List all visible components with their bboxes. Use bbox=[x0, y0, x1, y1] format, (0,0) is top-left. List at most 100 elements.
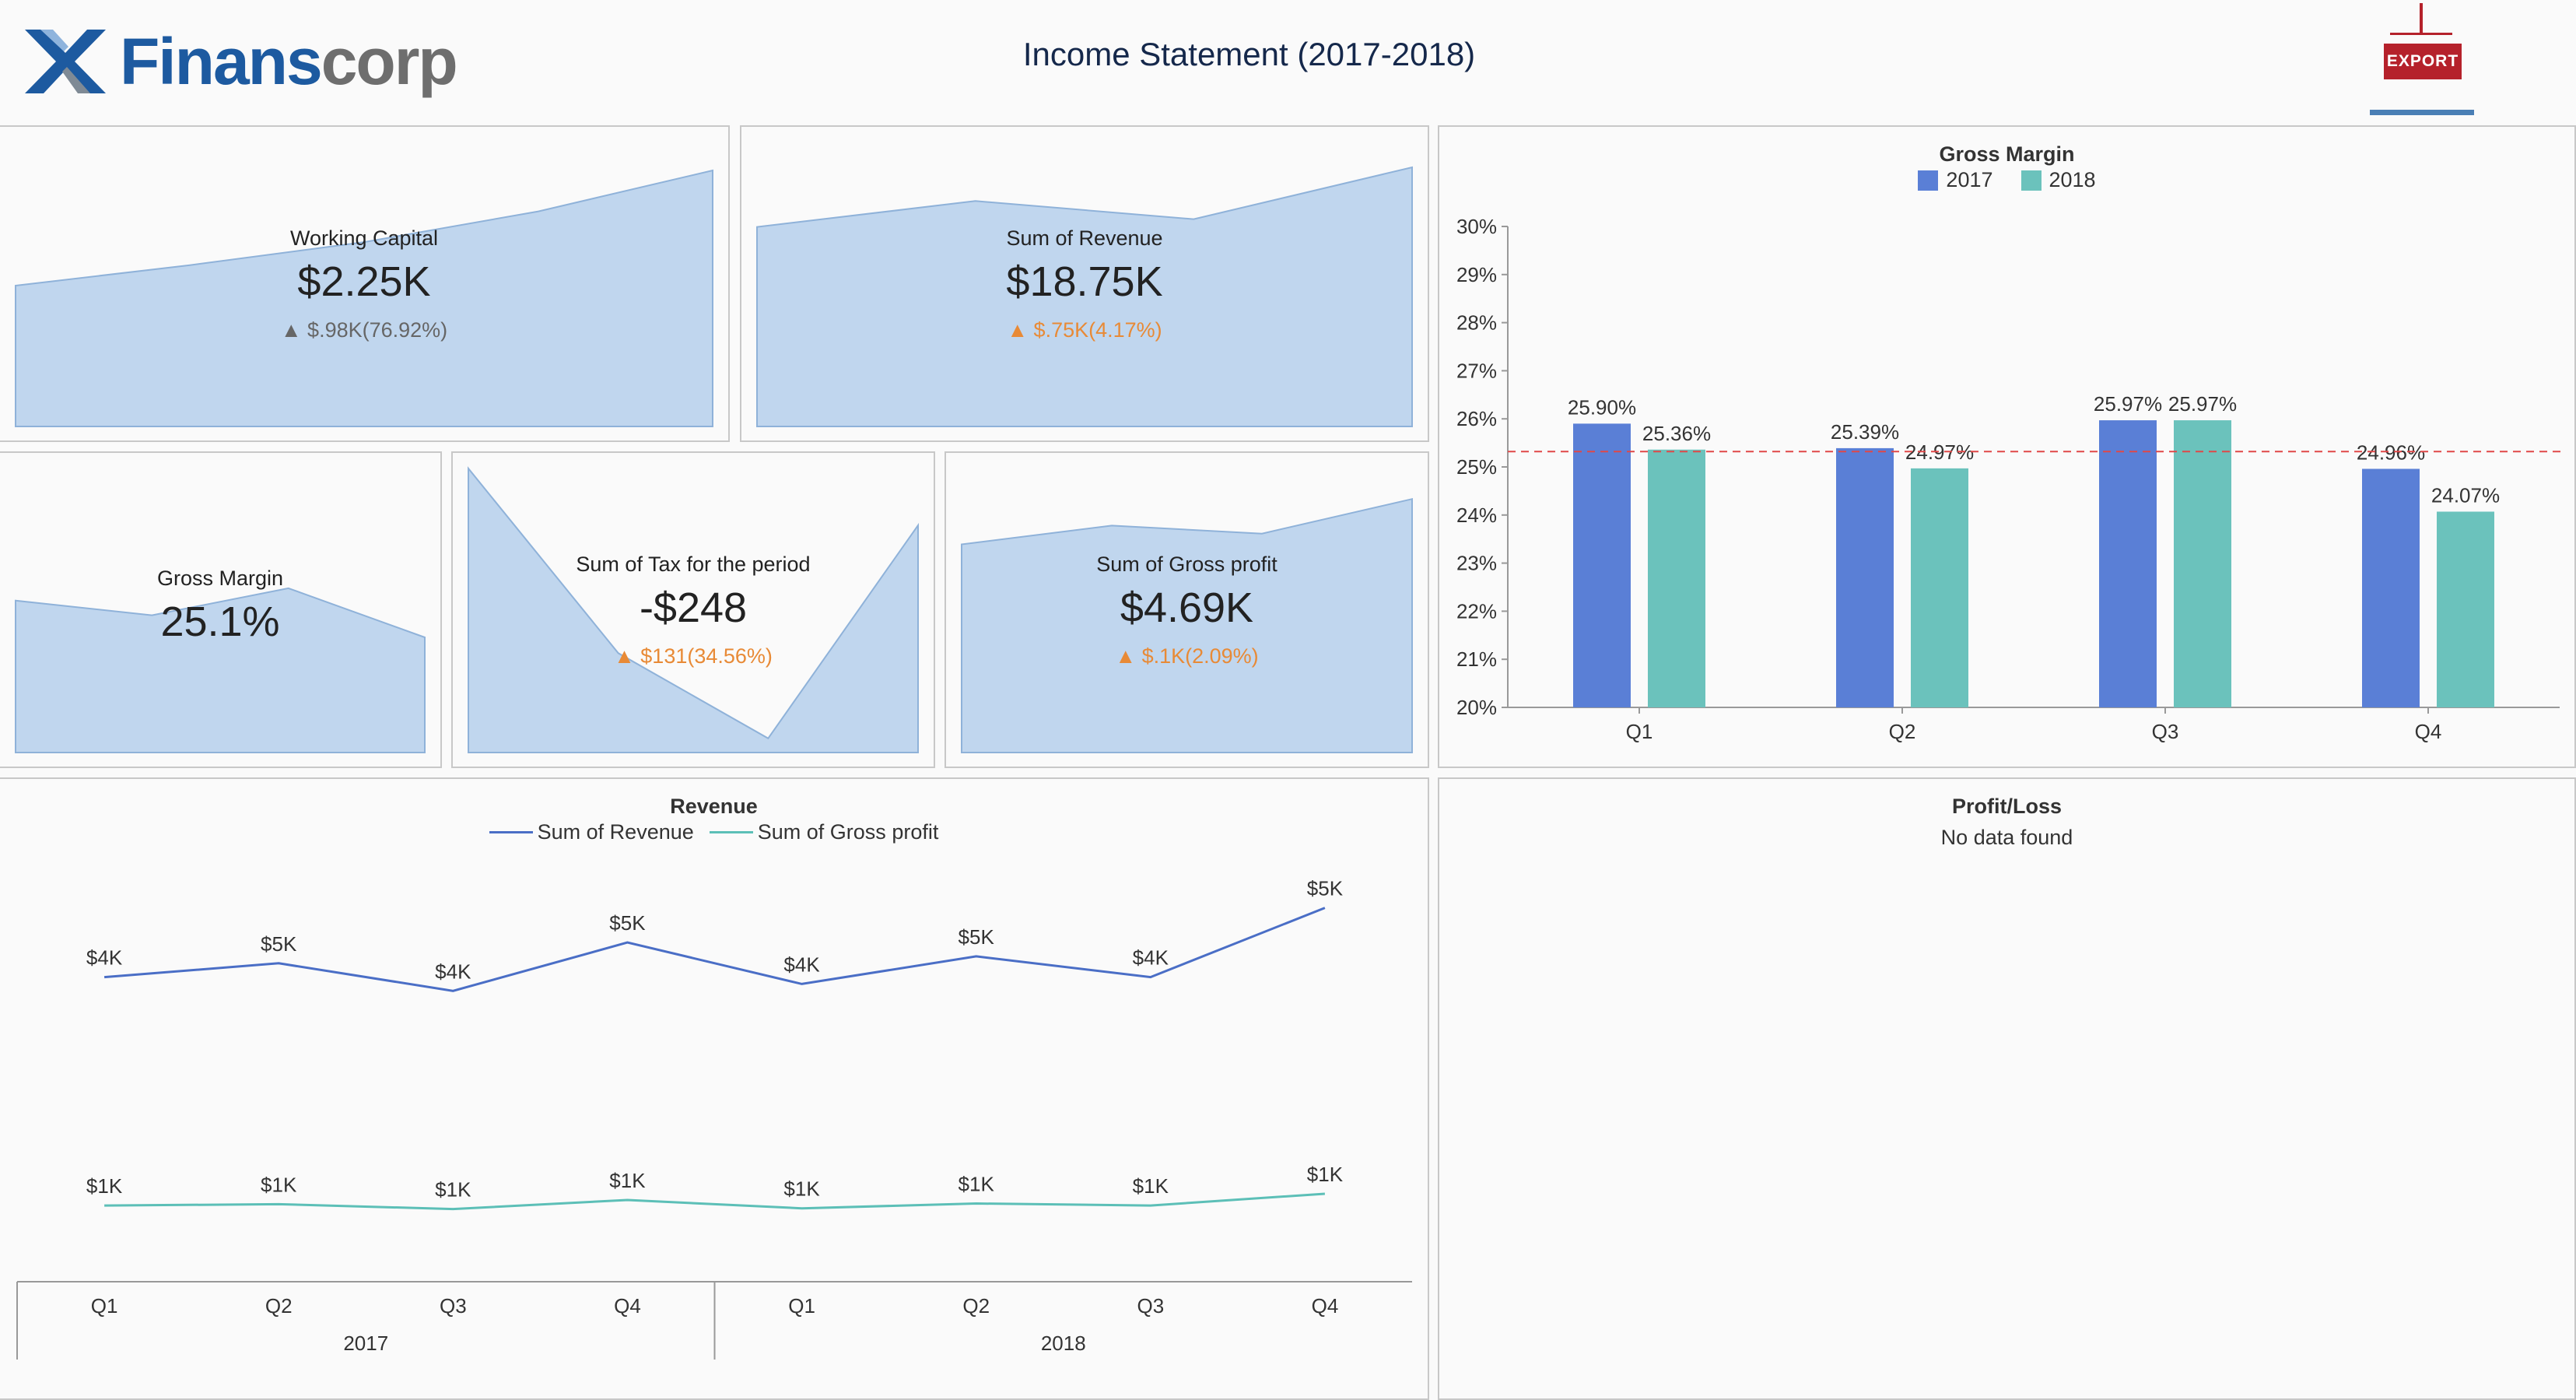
working-capital-title: Working Capital bbox=[289, 226, 439, 250]
legend-line-revenue bbox=[489, 831, 533, 834]
legend-swatch-2018 bbox=[2020, 170, 2042, 191]
sum-of-tax-title: Sum of Tax for the period bbox=[576, 553, 811, 576]
line-data-label: $1K bbox=[435, 1178, 471, 1202]
y-tick-label: 24% bbox=[1456, 504, 1497, 527]
line-data-label: $1K bbox=[1133, 1174, 1169, 1198]
y-tick-label: 25% bbox=[1456, 455, 1497, 479]
sum-of-tax-card[interactable]: Sum of Tax for the period -$248 ▲ $131(3… bbox=[451, 451, 935, 768]
y-tick-label: 30% bbox=[1456, 215, 1497, 238]
y-tick-label: 26% bbox=[1456, 407, 1497, 430]
export-button[interactable]: EXPORT bbox=[2370, 3, 2474, 115]
x-tick-label: Q1 bbox=[1626, 720, 1653, 743]
sum-of-revenue-card[interactable]: Sum of Revenue $18.75K ▲ $.75K(4.17%) bbox=[740, 125, 1429, 442]
sum-of-revenue-title: Sum of Revenue bbox=[1006, 226, 1163, 250]
sum-of-revenue-delta: ▲ $.75K(4.17%) bbox=[1007, 318, 1162, 342]
gross-margin-chart-panel[interactable]: Gross Margin 2017 2018 30% 29% 28% 27% 26% 25%… bbox=[1438, 125, 2576, 768]
logo-name-primary: Finans bbox=[120, 25, 323, 98]
line-series-gross-profit bbox=[104, 1192, 1326, 1211]
revenue-line-chart: $4K $5K $4K $5K $4K $5K $4K $5K $1K $1K $1K $1K $1K $… bbox=[16, 877, 1412, 1360]
legend-label-gross-profit: Sum of Gross profit bbox=[757, 820, 939, 844]
bar-2017-Q4 bbox=[2362, 468, 2420, 707]
bar-2018-Q2 bbox=[1911, 468, 1968, 707]
logo-wordmark: Finanscorp bbox=[120, 25, 458, 98]
crane-hook-icon bbox=[2420, 3, 2423, 34]
gross-margin-sparkline bbox=[15, 587, 426, 753]
line-data-label: $5K bbox=[609, 911, 646, 935]
y-tick-label: 20% bbox=[1456, 696, 1497, 719]
export-underline bbox=[2370, 110, 2474, 115]
line-data-label: $4K bbox=[435, 960, 471, 983]
sum-of-gross-profit-sparkline bbox=[961, 497, 1413, 753]
line-data-label: $4K bbox=[86, 946, 123, 970]
bar-data-label: 24.96% bbox=[2357, 440, 2425, 464]
bar-data-label: 25.97% bbox=[2168, 392, 2237, 416]
profit-loss-panel[interactable]: Profit/Loss No data found bbox=[1438, 777, 2576, 1400]
bar-data-label: 25.97% bbox=[2094, 392, 2162, 416]
line-data-label: $5K bbox=[959, 925, 995, 949]
line-series-revenue bbox=[103, 907, 1326, 992]
legend-swatch-2017 bbox=[1918, 170, 1939, 191]
sum-of-tax-area bbox=[468, 466, 919, 753]
bar-2017-Q2 bbox=[1836, 447, 1894, 707]
sum-of-tax-value: -$248 bbox=[639, 584, 748, 631]
working-capital-card[interactable]: Working Capital $2.25K ▲ $.98K(76.92%) bbox=[0, 125, 730, 442]
line-data-label: $1K bbox=[1307, 1163, 1344, 1186]
x-tick-label: Q2 bbox=[265, 1294, 293, 1318]
no-data-message: No data found bbox=[1940, 826, 2073, 849]
bar-data-label: 25.39% bbox=[1831, 420, 1899, 444]
bar-2018-Q3 bbox=[2174, 420, 2231, 707]
line-data-label: $1K bbox=[609, 1169, 646, 1192]
legend-label-2018: 2018 bbox=[2049, 168, 2096, 192]
bar-data-label: 24.07% bbox=[2431, 483, 2500, 507]
sum-of-gross-profit-card[interactable]: Sum of Gross profit $4.69K ▲ $.1K(2.09%) bbox=[945, 451, 1429, 768]
revenue-chart-title: Revenue bbox=[670, 795, 758, 818]
y-tick-label: 21% bbox=[1456, 647, 1497, 671]
working-capital-delta: ▲ $.98K(76.92%) bbox=[280, 318, 448, 342]
logo-name-secondary: corp bbox=[321, 25, 458, 98]
line-data-label: $1K bbox=[261, 1173, 297, 1196]
line-data-label: $1K bbox=[86, 1174, 123, 1198]
revenue-legend: Sum of Revenue Sum of Gross profit bbox=[0, 819, 1428, 844]
sum-of-revenue-area bbox=[756, 166, 1413, 427]
bar-2017-Q3 bbox=[2099, 420, 2157, 707]
line-data-label: $4K bbox=[783, 953, 820, 976]
line-data-label: $1K bbox=[959, 1172, 995, 1195]
x-tick-label: Q2 bbox=[962, 1294, 990, 1318]
x-tick-label: Q1 bbox=[91, 1294, 118, 1318]
line-data-label: $1K bbox=[783, 1177, 820, 1201]
sum-of-tax-delta: ▲ $131(34.56%) bbox=[614, 644, 773, 668]
y-tick-label: 23% bbox=[1456, 552, 1497, 575]
gross-margin-title: Gross Margin bbox=[156, 567, 284, 590]
y-tick-label: 27% bbox=[1456, 359, 1497, 382]
line-data-label: $4K bbox=[1133, 946, 1169, 970]
working-capital-sparkline bbox=[15, 169, 713, 427]
x-tick-label: Q3 bbox=[2152, 720, 2179, 743]
gross-margin-legend: 2017 2018 bbox=[1439, 167, 2574, 192]
sum-of-revenue-sparkline bbox=[756, 166, 1413, 427]
working-capital-area bbox=[15, 169, 713, 427]
line-data-label: $5K bbox=[1307, 877, 1344, 900]
gross-margin-card[interactable]: Gross Margin 25.1% bbox=[0, 451, 442, 768]
profit-loss-title: Profit/Loss bbox=[1951, 795, 2062, 818]
y-tick-label: 28% bbox=[1456, 311, 1497, 335]
sum-of-gross-profit-delta: ▲ $.1K(2.09%) bbox=[1115, 644, 1259, 668]
logo-x-icon bbox=[25, 30, 106, 93]
sum-of-tax-sparkline bbox=[468, 466, 919, 753]
revenue-chart-panel[interactable]: Revenue Sum of Revenue Sum of Gross profi… bbox=[0, 777, 1429, 1400]
x-group-label-2018: 2018 bbox=[1041, 1332, 1086, 1355]
bar-2018-Q1 bbox=[1648, 449, 1705, 707]
gross-margin-bar-chart: 30% 29% 28% 27% 26% 25% 24% 23% 22% 21% 20% 25.90% 2… bbox=[1456, 215, 2566, 743]
gross-margin-area bbox=[15, 587, 426, 753]
gross-margin-value: 25.1% bbox=[160, 598, 280, 645]
sum-of-gross-profit-title: Sum of Gross profit bbox=[1096, 553, 1277, 576]
y-tick-label: 29% bbox=[1456, 263, 1497, 286]
finanscorp-logo: Finanscorp bbox=[20, 26, 458, 96]
working-capital-value: $2.25K bbox=[297, 258, 431, 305]
bar-data-label: 25.90% bbox=[1568, 395, 1636, 419]
x-tick-label: Q4 bbox=[2415, 720, 2442, 743]
sum-of-revenue-value: $18.75K bbox=[1006, 258, 1163, 305]
y-tick-label: 22% bbox=[1456, 599, 1497, 623]
page-title: Income Statement (2017-2018) bbox=[1022, 36, 1476, 72]
gross-margin-chart-title: Gross Margin bbox=[1939, 142, 2075, 166]
export-label: EXPORT bbox=[2384, 44, 2462, 79]
